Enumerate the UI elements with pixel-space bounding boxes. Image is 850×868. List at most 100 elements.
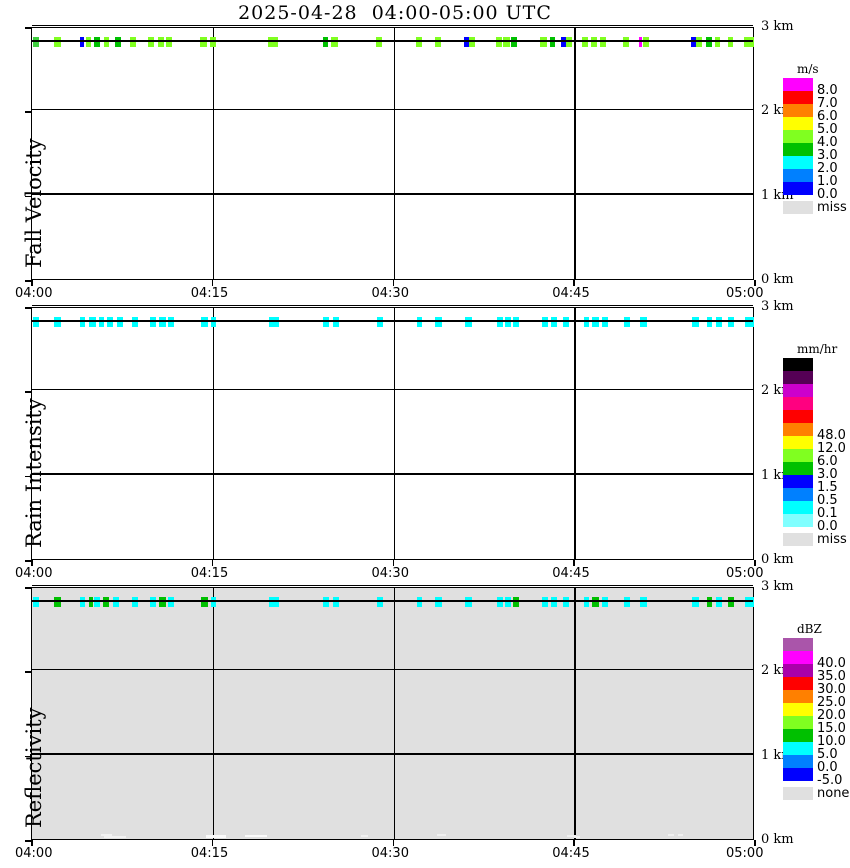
- colorbar-tick-label: 0.0: [817, 187, 838, 202]
- colorbar-swatch: [783, 462, 813, 475]
- data-mark: [706, 596, 713, 607]
- x-axis-tick: [392, 280, 394, 286]
- data-mark: [434, 36, 442, 47]
- data-mark: [715, 596, 722, 607]
- colorbar-swatch: [783, 384, 813, 397]
- data-mark: [592, 316, 599, 327]
- x-axis-label: 04:30: [371, 286, 409, 301]
- hgridline: [32, 24, 753, 26]
- hgridline: [32, 753, 753, 755]
- data-mark: [566, 36, 573, 47]
- colorbar-swatch: [783, 501, 813, 514]
- y-axis-label: 0 km: [761, 272, 794, 287]
- x-axis-tick: [31, 280, 33, 286]
- data-mark: [567, 834, 576, 837]
- data-mark: [323, 596, 330, 607]
- colorbar-swatch: [783, 436, 813, 449]
- x-axis-tick: [754, 840, 756, 846]
- colorbar-tick-label: 0.0: [817, 760, 838, 775]
- x-axis-tick: [31, 840, 33, 846]
- colorbar-swatches: [783, 638, 813, 781]
- colorbar-swatch: [783, 410, 813, 423]
- data-mark: [331, 36, 338, 47]
- x-axis-tick: [211, 280, 214, 286]
- y-axis-tick: [25, 195, 31, 198]
- data-mark: [115, 36, 121, 47]
- colorbar-swatch: [783, 488, 813, 501]
- colorbar-swatch: [783, 449, 813, 462]
- colorbar-swatch: [783, 716, 813, 729]
- data-mark: [640, 596, 647, 607]
- colorbar-tick-label: 3.0: [817, 148, 838, 163]
- vgridline: [212, 308, 215, 559]
- y-axis-tick: [25, 587, 31, 589]
- vgridline: [574, 588, 576, 839]
- colorbar-swatch: [783, 690, 813, 703]
- colorbar-missing-label: miss: [817, 200, 847, 215]
- data-mark: [541, 596, 549, 607]
- data-mark: [205, 835, 226, 838]
- vgridline: [393, 28, 395, 279]
- data-mark: [117, 316, 124, 327]
- data-mark: [416, 316, 423, 327]
- y-axis-tick: [25, 111, 31, 113]
- x-axis-tick: [392, 840, 394, 846]
- data-mark: [165, 36, 172, 47]
- data-mark: [744, 316, 755, 327]
- data-mark: [583, 316, 590, 327]
- data-mark: [157, 36, 165, 47]
- data-mark: [132, 596, 139, 607]
- data-mark: [322, 36, 329, 47]
- x-axis-tick: [573, 280, 575, 286]
- vgridline: [212, 28, 215, 279]
- altitude-baseline: [32, 40, 753, 42]
- x-axis-tick: [754, 560, 756, 566]
- data-mark: [210, 316, 217, 327]
- data-mark: [549, 36, 556, 47]
- data-mark: [360, 834, 369, 837]
- vgridline: [574, 28, 576, 279]
- data-mark: [201, 596, 208, 607]
- vgridline: [574, 308, 576, 559]
- colorbar-tick-label: 35.0: [817, 669, 846, 684]
- colorbar-tick-label: 8.0: [817, 83, 838, 98]
- data-mark: [416, 596, 423, 607]
- data-mark: [210, 596, 217, 607]
- y-axis-tick: [25, 560, 31, 562]
- data-mark: [504, 316, 512, 327]
- data-mark: [727, 36, 734, 47]
- plot-panel-reflectivity: [31, 584, 755, 840]
- data-mark: [468, 36, 476, 47]
- colorbar-swatch: [783, 677, 813, 690]
- colorbar-tick-label: 1.0: [817, 174, 838, 189]
- data-mark: [511, 36, 518, 47]
- data-mark: [601, 316, 608, 327]
- data-mark: [561, 36, 566, 47]
- colorbar-tick-label: 40.0: [817, 656, 846, 671]
- colorbar-swatch: [783, 475, 813, 488]
- colorbar-swatch: [783, 91, 813, 104]
- data-mark: [714, 36, 721, 47]
- y-axis-tick: [25, 755, 31, 758]
- data-mark: [54, 36, 61, 47]
- colorbar-tick-label: 7.0: [817, 96, 838, 111]
- data-mark: [130, 36, 137, 47]
- colorbar-swatch: [783, 130, 813, 143]
- data-mark: [107, 316, 113, 327]
- data-mark: [744, 36, 754, 47]
- data-mark: [728, 316, 735, 327]
- plot-area: [31, 584, 755, 840]
- altitude-baseline: [32, 600, 753, 602]
- vgridline: [212, 588, 215, 839]
- data-mark: [715, 316, 722, 327]
- x-axis-tick: [31, 560, 33, 566]
- data-mark: [85, 36, 92, 47]
- y-axis-tick: [25, 27, 31, 29]
- data-mark: [436, 834, 446, 837]
- data-mark: [33, 36, 40, 47]
- data-mark: [551, 596, 557, 607]
- colorbar-swatch: [783, 664, 813, 677]
- data-mark: [54, 316, 61, 327]
- data-mark: [94, 596, 100, 607]
- data-mark: [465, 596, 472, 607]
